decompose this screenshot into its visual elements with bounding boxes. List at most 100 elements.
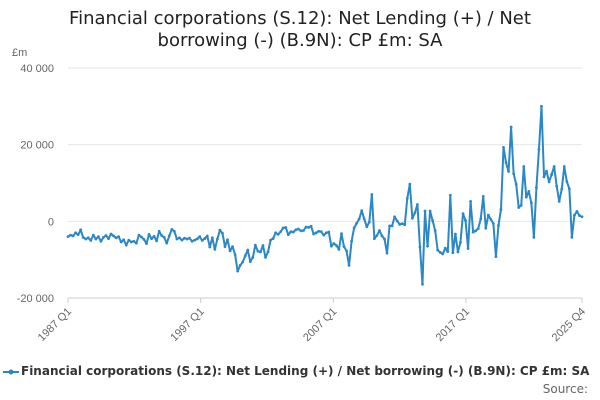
- data-point[interactable]: [375, 234, 379, 237]
- data-point[interactable]: [416, 203, 419, 206]
- data-point[interactable]: [99, 239, 103, 243]
- data-point[interactable]: [215, 237, 219, 241]
- data-point[interactable]: [124, 243, 128, 247]
- data-point[interactable]: [205, 234, 209, 238]
- data-point[interactable]: [236, 269, 240, 273]
- data-point[interactable]: [122, 238, 126, 242]
- data-point[interactable]: [408, 182, 412, 186]
- data-point[interactable]: [218, 228, 222, 232]
- data-point[interactable]: [367, 220, 371, 224]
- data-point[interactable]: [535, 186, 538, 190]
- data-point[interactable]: [446, 250, 450, 254]
- data-point[interactable]: [66, 235, 70, 239]
- data-point[interactable]: [578, 214, 581, 217]
- data-point[interactable]: [378, 229, 381, 232]
- data-point[interactable]: [464, 219, 467, 222]
- data-point[interactable]: [183, 236, 186, 240]
- data-point[interactable]: [243, 254, 247, 258]
- data-point[interactable]: [403, 223, 407, 227]
- data-point[interactable]: [517, 206, 521, 209]
- data-point[interactable]: [109, 232, 113, 236]
- data-point[interactable]: [299, 229, 303, 233]
- data-point[interactable]: [253, 243, 257, 247]
- data-point[interactable]: [421, 282, 424, 286]
- data-point[interactable]: [79, 228, 83, 232]
- data-point[interactable]: [342, 245, 346, 249]
- data-point[interactable]: [522, 165, 526, 168]
- data-point[interactable]: [309, 224, 313, 228]
- data-point[interactable]: [279, 230, 283, 234]
- data-point[interactable]: [340, 232, 343, 236]
- data-point[interactable]: [226, 238, 229, 242]
- data-point[interactable]: [145, 242, 148, 245]
- data-point[interactable]: [241, 260, 245, 264]
- data-point[interactable]: [413, 211, 417, 215]
- data-point[interactable]: [332, 242, 336, 245]
- data-point[interactable]: [150, 237, 153, 240]
- data-point[interactable]: [575, 209, 579, 213]
- data-point[interactable]: [142, 237, 146, 241]
- data-point[interactable]: [400, 222, 404, 226]
- data-point[interactable]: [519, 203, 523, 207]
- data-point[interactable]: [208, 245, 212, 249]
- data-point[interactable]: [327, 230, 331, 234]
- data-point[interactable]: [573, 213, 576, 217]
- data-point[interactable]: [167, 234, 171, 238]
- data-point[interactable]: [276, 232, 280, 236]
- data-point[interactable]: [165, 241, 169, 245]
- data-point[interactable]: [89, 239, 93, 242]
- data-point[interactable]: [286, 233, 290, 237]
- data-point[interactable]: [76, 233, 80, 237]
- data-point[interactable]: [269, 238, 272, 242]
- data-point[interactable]: [86, 236, 90, 240]
- data-point[interactable]: [395, 219, 399, 223]
- data-point[interactable]: [324, 231, 328, 235]
- data-point[interactable]: [297, 227, 300, 231]
- data-point[interactable]: [398, 223, 402, 226]
- data-point[interactable]: [497, 224, 500, 227]
- data-point[interactable]: [393, 215, 397, 219]
- data-point[interactable]: [210, 236, 214, 240]
- data-point[interactable]: [512, 172, 516, 176]
- data-point[interactable]: [390, 224, 394, 228]
- data-point[interactable]: [560, 187, 564, 191]
- data-point[interactable]: [555, 184, 559, 188]
- data-point[interactable]: [441, 252, 445, 256]
- data-point[interactable]: [476, 227, 480, 231]
- data-point[interactable]: [502, 145, 505, 149]
- data-point[interactable]: [155, 239, 159, 243]
- data-point[interactable]: [172, 229, 176, 233]
- data-point[interactable]: [246, 248, 250, 252]
- data-point[interactable]: [509, 125, 513, 129]
- data-point[interactable]: [504, 161, 508, 165]
- data-point[interactable]: [494, 255, 498, 258]
- data-point[interactable]: [102, 236, 105, 239]
- data-point[interactable]: [362, 217, 366, 221]
- data-point[interactable]: [259, 250, 262, 254]
- data-point[interactable]: [203, 237, 207, 240]
- data-point[interactable]: [540, 104, 543, 108]
- data-point[interactable]: [443, 246, 447, 250]
- data-point[interactable]: [71, 234, 75, 238]
- data-point[interactable]: [469, 200, 472, 203]
- data-point[interactable]: [198, 235, 202, 239]
- data-point[interactable]: [466, 247, 470, 250]
- data-point[interactable]: [175, 237, 179, 241]
- data-point[interactable]: [388, 224, 391, 228]
- data-point[interactable]: [231, 245, 234, 249]
- data-point[interactable]: [314, 231, 318, 235]
- data-point[interactable]: [312, 232, 316, 236]
- data-point[interactable]: [474, 229, 478, 233]
- data-point[interactable]: [547, 180, 551, 184]
- data-point[interactable]: [319, 230, 323, 234]
- data-point[interactable]: [238, 264, 242, 267]
- data-point[interactable]: [119, 240, 123, 244]
- data-point[interactable]: [365, 225, 369, 229]
- data-point[interactable]: [94, 237, 98, 241]
- data-point[interactable]: [436, 248, 440, 252]
- data-point[interactable]: [570, 236, 574, 239]
- data-point[interactable]: [507, 170, 510, 173]
- data-point[interactable]: [542, 175, 546, 179]
- data-point[interactable]: [114, 236, 118, 240]
- data-point[interactable]: [380, 234, 384, 238]
